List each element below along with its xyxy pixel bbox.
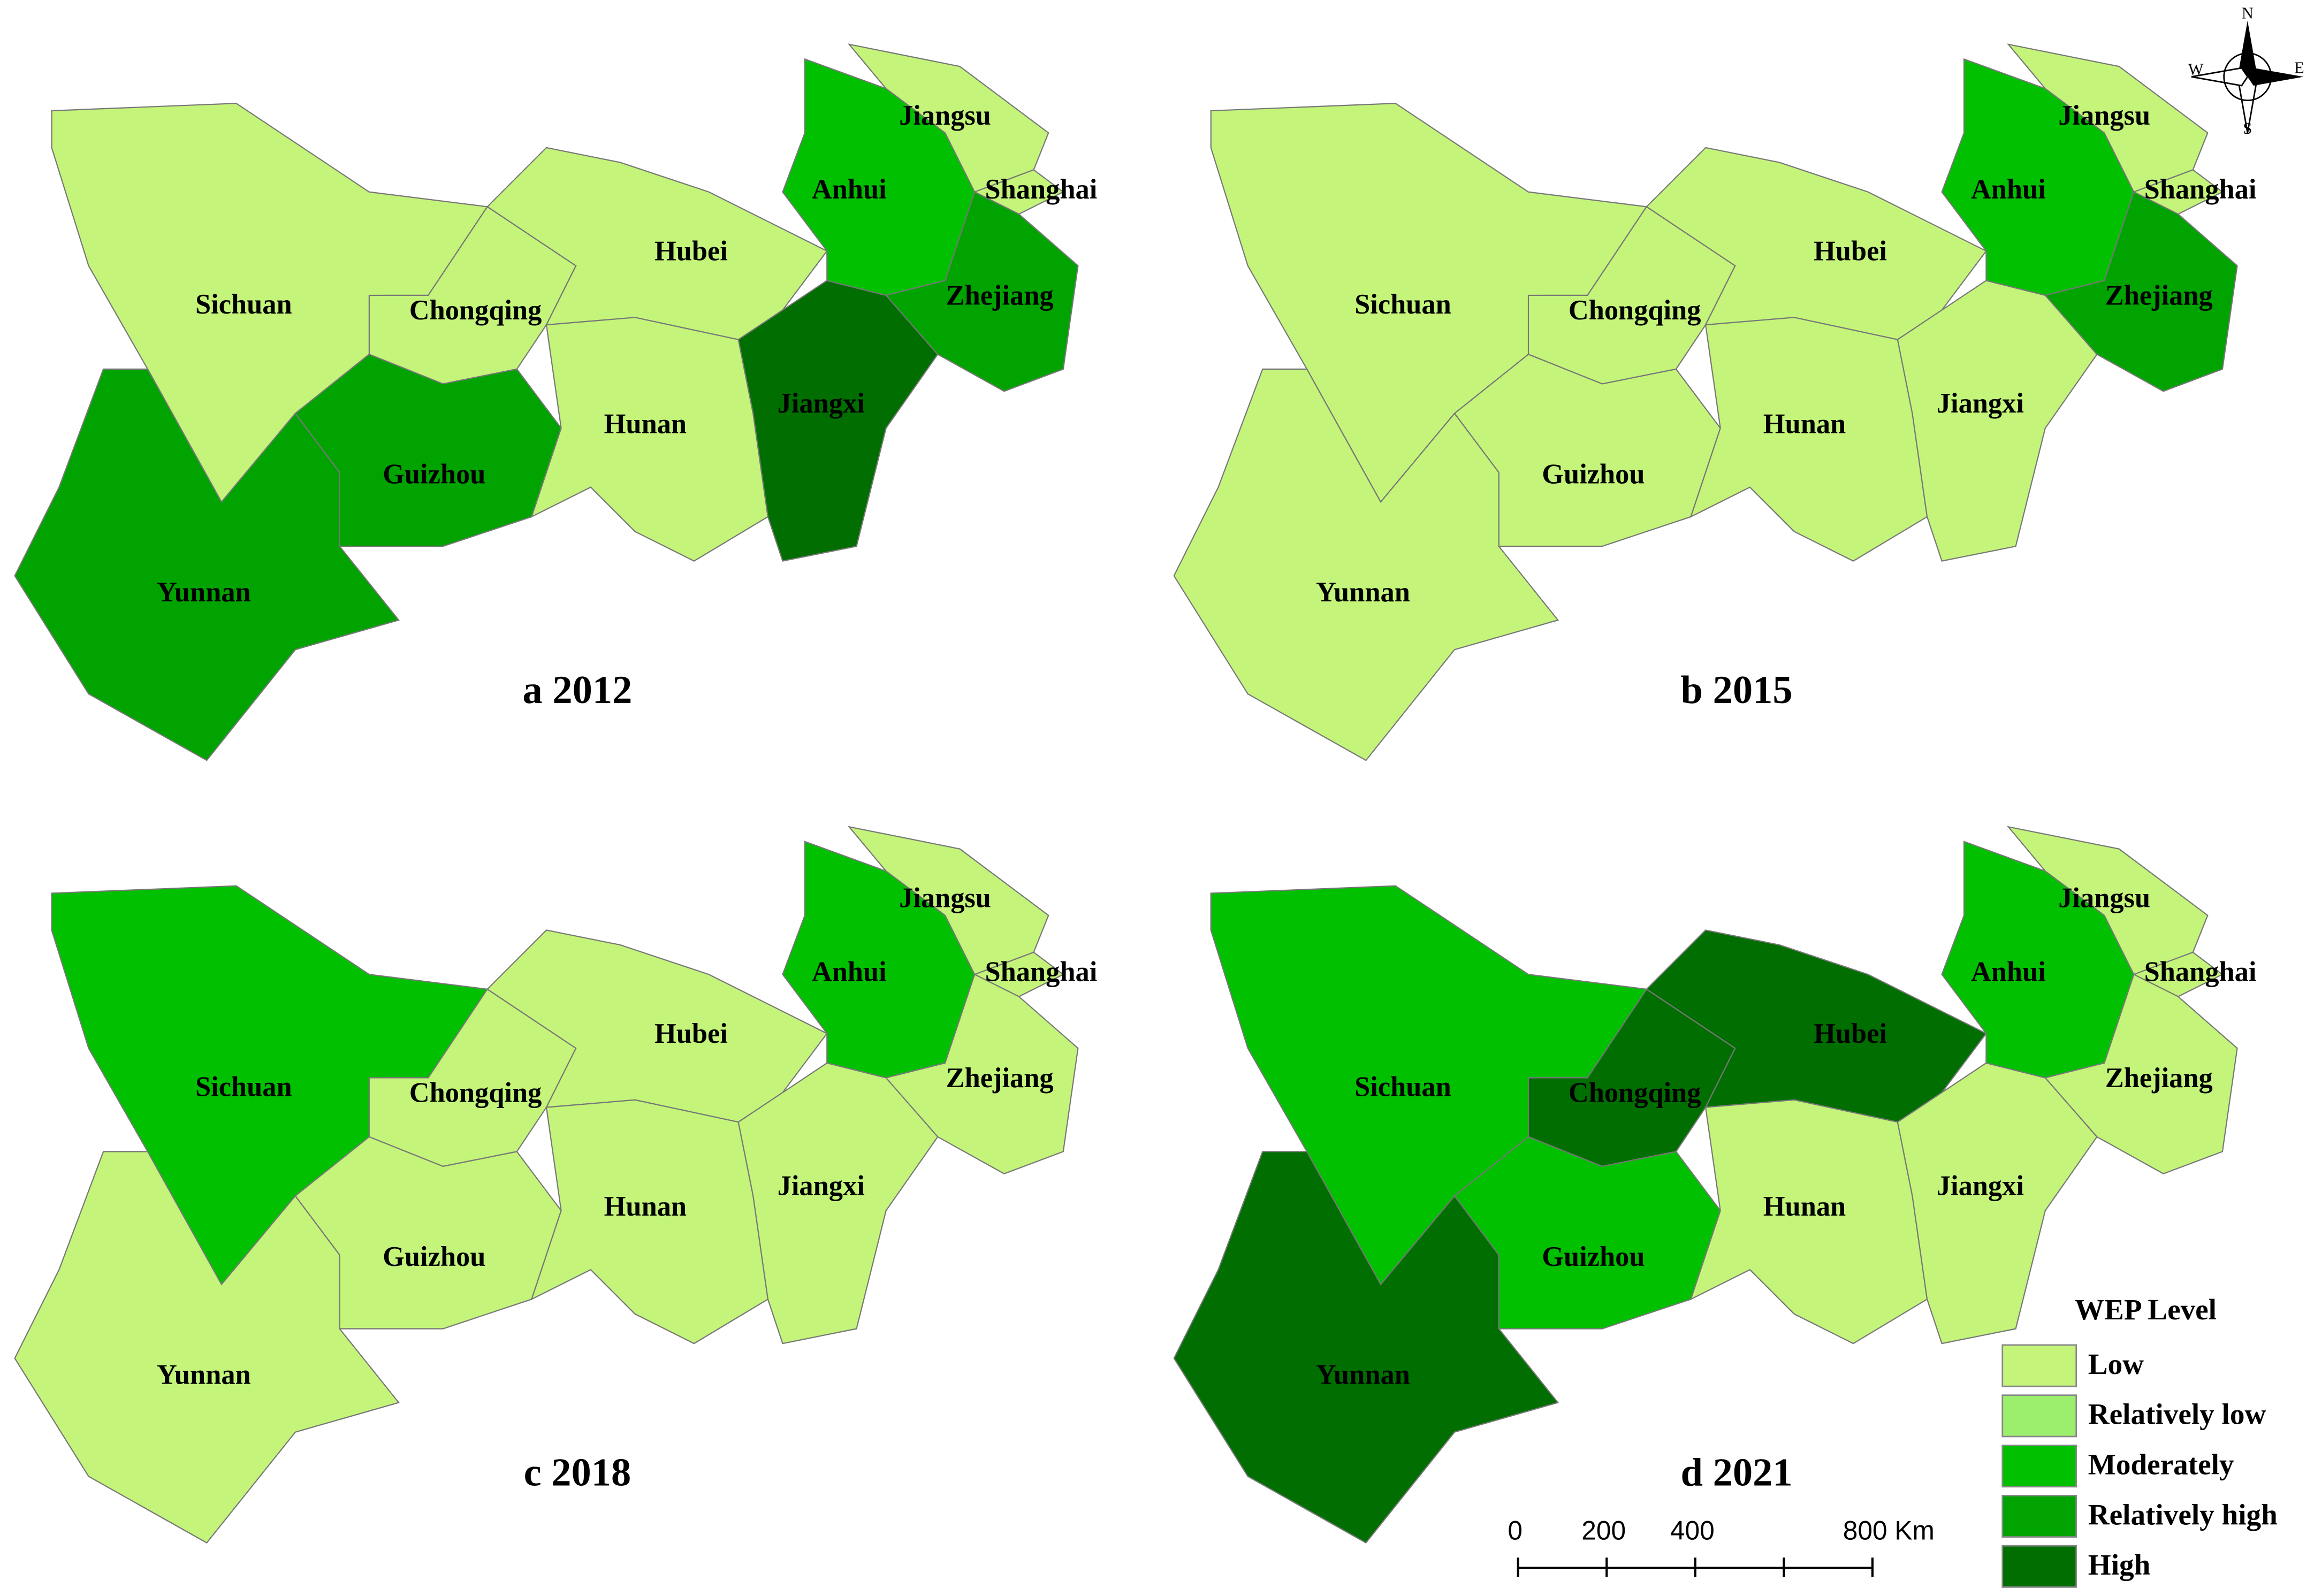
province xyxy=(737,1062,939,1345)
province-label: Hubei xyxy=(1814,1018,1887,1049)
province-label: Chongqing xyxy=(1569,1078,1701,1109)
province-label: Jiangsu xyxy=(2058,100,2150,131)
legend-label: Moderately xyxy=(2088,1448,2234,1481)
province-label: Shanghai xyxy=(985,956,1098,987)
province-label: Jiangsu xyxy=(899,100,991,131)
legend: WEP Level Low Relatively low Moderately Rela… xyxy=(2001,1293,2278,1588)
province-label: Hunan xyxy=(1763,409,1846,440)
legend-swatch xyxy=(2001,1494,2077,1538)
province xyxy=(885,191,1079,392)
province-label: Yunnan xyxy=(157,1360,251,1391)
legend-swatch xyxy=(2001,1344,2077,1387)
panel-title: c 2018 xyxy=(524,1451,631,1495)
province xyxy=(486,929,828,1123)
compass-needle xyxy=(2239,20,2257,77)
province xyxy=(1897,1062,2098,1345)
province-label: Chongqing xyxy=(409,295,542,326)
province-label: Guizhou xyxy=(383,459,485,490)
legend-label: Relatively low xyxy=(2088,1398,2266,1431)
province xyxy=(1646,147,1988,340)
legend-label: Relatively high xyxy=(2088,1498,2278,1531)
province xyxy=(1689,1099,1928,1345)
province-label: Yunnan xyxy=(1316,577,1410,608)
legend-swatch xyxy=(2001,1545,2077,1588)
province xyxy=(2044,191,2238,392)
map-panel: Sichuan Chongqing Yunnan Guizhou Hubei Hunan J… xyxy=(1173,43,2257,761)
scale-label: 400 xyxy=(1670,1515,1715,1545)
legend-label: High xyxy=(2088,1548,2151,1581)
province-label: Anhui xyxy=(1971,174,2046,205)
province xyxy=(885,973,1079,1174)
map-panel: Sichuan Chongqing Yunnan Guizhou Hubei Hunan J… xyxy=(14,826,1098,1544)
legend-swatch xyxy=(2001,1445,2077,1488)
province-label: Jiangsu xyxy=(2058,882,2150,913)
compass-label: E xyxy=(2294,59,2304,77)
province-label: Hubei xyxy=(654,1018,728,1049)
province xyxy=(1646,929,1988,1123)
province-label: Zhejiang xyxy=(946,280,1054,311)
panel-title: d 2021 xyxy=(1681,1451,1793,1495)
province-label: Chongqing xyxy=(409,1078,542,1109)
province-label: Hunan xyxy=(1763,1191,1846,1222)
compass-ring xyxy=(2223,52,2272,102)
compass-label: N xyxy=(2242,4,2254,22)
province-label: Yunnan xyxy=(1316,1360,1410,1391)
province-label: Anhui xyxy=(812,174,887,205)
province xyxy=(1897,280,2098,562)
province xyxy=(530,1099,769,1345)
scale-label: 0 xyxy=(1508,1515,1523,1545)
scale-label: 800 Km xyxy=(1843,1515,1935,1545)
province-label: Hunan xyxy=(604,1191,687,1222)
province xyxy=(530,317,769,562)
province-label: Sichuan xyxy=(1354,1072,1451,1103)
province-label: Zhejiang xyxy=(2105,280,2213,311)
province xyxy=(1173,1151,1559,1544)
province-label: Chongqing xyxy=(1569,295,1701,326)
province xyxy=(1689,317,1928,562)
province-label: Sichuan xyxy=(195,289,292,320)
province-label: Sichuan xyxy=(195,1072,292,1103)
province-label: Shanghai xyxy=(2144,956,2257,987)
province-label: Anhui xyxy=(1971,956,2046,987)
province-label: Jiangxi xyxy=(1937,388,2024,419)
province xyxy=(737,280,939,562)
province-label: Shanghai xyxy=(985,174,1098,205)
province xyxy=(1173,368,1559,761)
map-panel: Sichuan Chongqing Yunnan Guizhou Hubei Hunan J… xyxy=(1173,826,2257,1544)
province-label: Guizhou xyxy=(1542,459,1645,490)
province-label: Jiangxi xyxy=(778,388,865,419)
province-label: Guizhou xyxy=(1542,1241,1645,1272)
map-panel: Sichuan Chongqing Yunnan Guizhou Hubei Hunan J… xyxy=(14,43,1098,761)
province xyxy=(14,368,400,761)
province-label: Jiangxi xyxy=(778,1170,865,1201)
legend-label: Low xyxy=(2088,1348,2144,1380)
province-label: Zhejiang xyxy=(2105,1063,2213,1094)
province-label: Hunan xyxy=(604,409,687,440)
province-label: Zhejiang xyxy=(946,1063,1054,1094)
compass: N E S W xyxy=(2188,4,2304,138)
province-label: Jiangsu xyxy=(899,882,991,913)
panel-title: b 2015 xyxy=(1681,668,1793,712)
province xyxy=(14,1151,400,1544)
legend-swatch xyxy=(2001,1394,2077,1438)
province-label: Guizhou xyxy=(383,1241,485,1272)
compass-label: W xyxy=(2188,60,2204,78)
legend-title: WEP Level xyxy=(2075,1293,2217,1326)
province-label: Hubei xyxy=(654,236,728,267)
province xyxy=(486,147,828,340)
province xyxy=(2044,973,2238,1174)
province-label: Anhui xyxy=(812,956,887,987)
province-label: Jiangxi xyxy=(1937,1170,2024,1201)
scale-bar: 0 200 400 800 Km xyxy=(1508,1515,1935,1577)
panel-title: a 2012 xyxy=(522,668,632,712)
compass-needle xyxy=(2247,67,2304,86)
province-label: Sichuan xyxy=(1354,289,1451,320)
province-label: Hubei xyxy=(1814,236,1887,267)
province-label: Yunnan xyxy=(157,577,251,608)
scale-label: 200 xyxy=(1581,1515,1626,1545)
province-label: Shanghai xyxy=(2144,174,2257,205)
compass-label: S xyxy=(2243,119,2252,138)
